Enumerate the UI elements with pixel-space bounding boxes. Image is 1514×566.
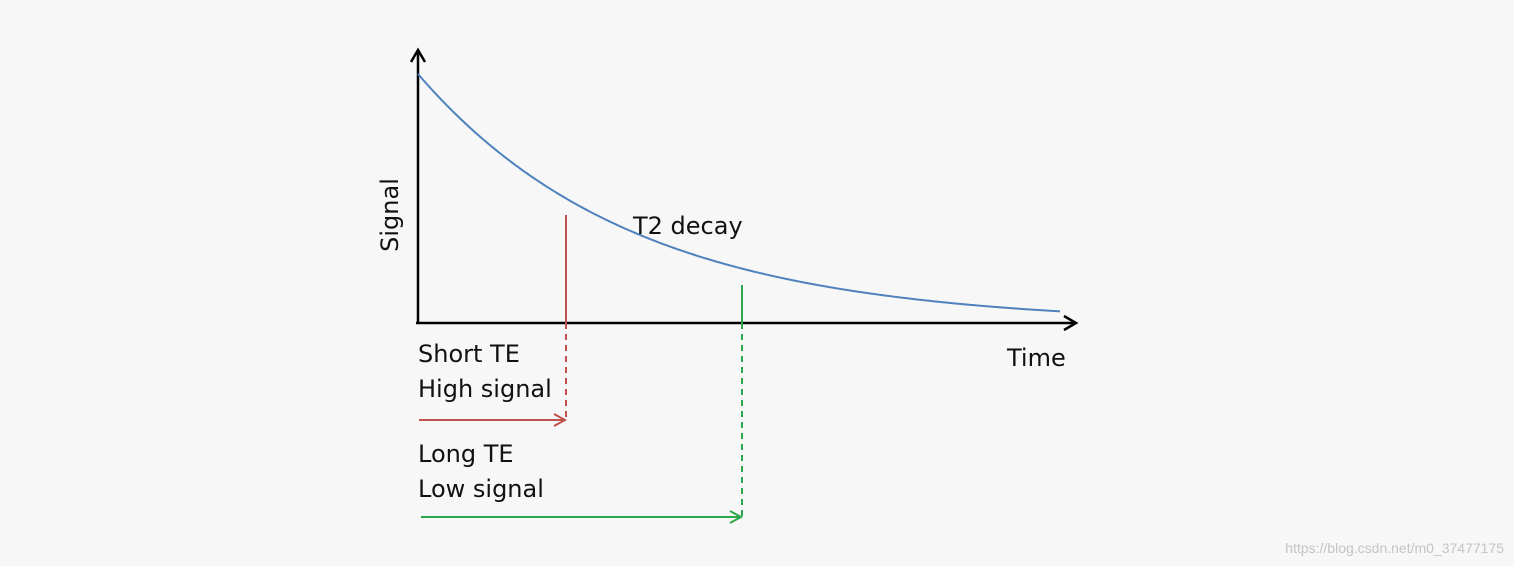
x-axis-arrowhead: [1063, 314, 1079, 332]
x-axis-label: Time: [1006, 344, 1066, 372]
watermark-text: https://blog.csdn.net/m0_37477175: [1285, 540, 1504, 556]
t2-decay-curve: [417, 73, 1061, 313]
curve-label: T2 decay: [632, 212, 743, 240]
short-te-label: Short TE: [418, 340, 520, 368]
long-te-arrowhead: [729, 510, 744, 524]
y-axis-label: Signal: [376, 178, 404, 252]
long-te-label: Long TE: [418, 440, 514, 468]
short-te-arrowhead: [553, 413, 568, 427]
y-axis-arrowhead: [409, 47, 427, 63]
high-signal-label: High signal: [418, 375, 552, 403]
low-signal-label: Low signal: [418, 475, 544, 503]
